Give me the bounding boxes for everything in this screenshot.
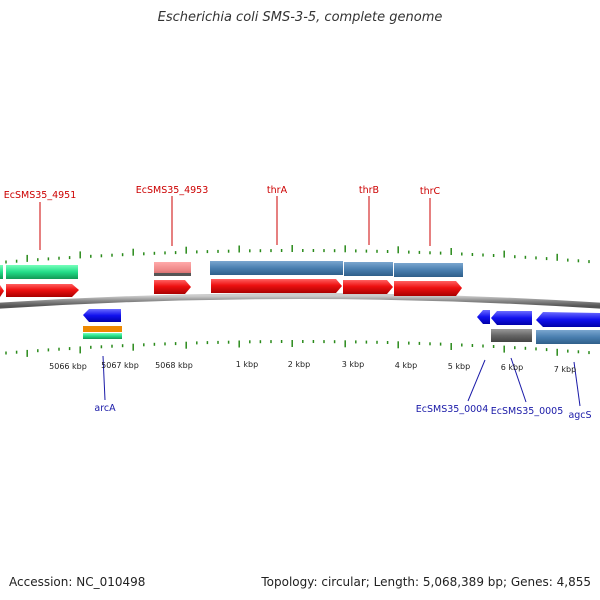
feature-gene-thrb[interactable] [344, 262, 393, 276]
tick-label-3kbp: 3 kbp [342, 360, 364, 369]
tick-label-5067kbp: 5067 kbp [101, 361, 139, 370]
label-thrb[interactable]: thrB [359, 185, 379, 196]
topology-summary: Topology: circular; Length: 5,068,389 bp… [261, 575, 591, 589]
feature-green-thin[interactable] [83, 333, 122, 339]
label-arca[interactable]: arcA [94, 403, 116, 414]
feature-gene-agcs[interactable] [536, 330, 600, 344]
tick-label-5068kbp: 5068 kbp [155, 361, 193, 370]
feature-pink-underline [154, 273, 191, 276]
reverse-leaders [102, 355, 581, 407]
feature-red-cds-4953[interactable] [154, 280, 191, 294]
feature-pink-gene-4953[interactable] [154, 262, 191, 275]
feature-cds-thra[interactable] [211, 279, 342, 293]
feature-rev-0004[interactable] [491, 311, 532, 325]
tick-row-bottom [5, 340, 590, 357]
tick-label-6kbp: 6 kbp [501, 363, 523, 372]
label-ecsms35-0004[interactable]: EcSMS35_0004 [416, 404, 489, 415]
map-title: Escherichia coli SMS-3-5, complete genom… [157, 10, 443, 25]
feature-cds-thrb[interactable] [343, 280, 393, 294]
label-thra[interactable]: thrA [267, 185, 288, 196]
label-thrc[interactable]: thrC [420, 186, 441, 197]
label-ecsms35-4951[interactable]: EcSMS35_4951 [4, 190, 77, 201]
feature-rev-arca[interactable] [83, 309, 121, 322]
tick-row-top [5, 245, 590, 264]
genome-backbone [0, 293, 600, 309]
feature-gene-thra[interactable] [210, 261, 343, 275]
feature-red-cds-4951[interactable] [6, 284, 79, 297]
feature-cds-thrc[interactable] [394, 281, 462, 296]
accession-text: Accession: NC_010498 [9, 575, 146, 589]
tick-label-2kbp: 2 kbp [288, 360, 310, 369]
tick-label-1kbp: 1 kbp [236, 360, 258, 369]
feature-green-edge[interactable] [0, 265, 3, 279]
feature-green-gene[interactable] [6, 265, 78, 279]
tick-label-5066kbp: 5066 kbp [49, 362, 87, 371]
forward-leaders [39, 196, 431, 250]
forward-features [0, 261, 463, 297]
label-agcs[interactable]: agcS [568, 410, 591, 421]
label-ecsms35-0005[interactable]: EcSMS35_0005 [491, 406, 564, 417]
feature-rev-small[interactable] [477, 310, 490, 324]
feature-rev-agcs[interactable] [536, 312, 600, 327]
label-ecsms35-4953[interactable]: EcSMS35_4953 [136, 185, 209, 196]
feature-gray-0005[interactable] [491, 329, 532, 342]
feature-red-cds-edge[interactable] [0, 285, 4, 297]
feature-gene-thrc[interactable] [394, 263, 463, 277]
tick-label-4kbp: 4 kbp [395, 361, 417, 370]
feature-orange-gene[interactable] [83, 326, 122, 332]
tick-label-7kbp: 7 kbp [554, 365, 576, 374]
reverse-features [83, 309, 600, 344]
coordinate-labels: 5066 kbp 5067 kbp 5068 kbp 1 kbp 2 kbp 3… [49, 360, 576, 374]
tick-label-5kbp: 5 kbp [448, 362, 470, 371]
